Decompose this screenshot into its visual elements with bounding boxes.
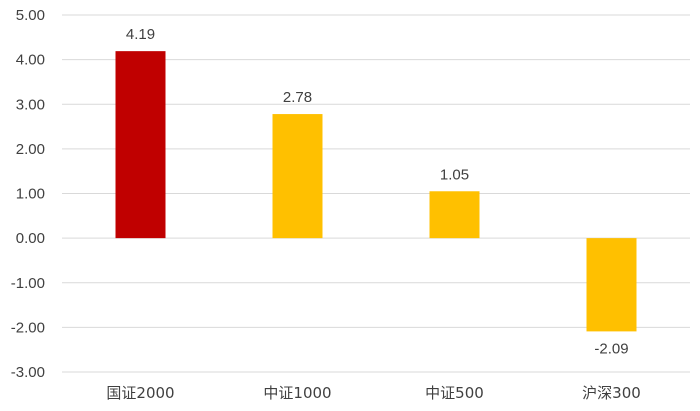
bar [429,191,480,239]
category-label: 国证2000 [106,384,174,402]
y-tick-label: 5.00 [16,7,45,24]
bar [272,114,323,239]
bar [586,238,637,332]
y-tick-label: 0.00 [16,230,45,247]
x-axis-category-labels: 国证2000 中证1000 中证500 沪深300 [106,384,640,402]
data-label: -2.09 [594,340,628,357]
category-label: 沪深300 [582,384,641,402]
y-tick-label: 1.00 [16,186,45,203]
y-tick-label: 3.00 [16,96,45,113]
y-tick-label: -3.00 [11,364,45,381]
bar [115,51,166,239]
data-labels: 4.19 2.78 1.05 -2.09 [126,26,629,357]
category-label: 中证500 [425,384,484,402]
gridlines [62,14,690,373]
category-label: 中证1000 [263,384,331,402]
y-tick-label: 2.00 [16,141,45,158]
y-tick-label: -2.00 [11,319,45,336]
data-label: 2.78 [283,89,312,106]
y-tick-label: -1.00 [11,275,45,292]
y-axis-tick-labels: 5.00 4.00 3.00 2.00 1.00 0.00 -1.00 -2.00 -3.00 [11,7,45,381]
data-label: 1.05 [440,166,469,183]
bars [115,51,637,332]
y-tick-label: 4.00 [16,52,45,69]
data-label: 4.19 [126,26,155,43]
